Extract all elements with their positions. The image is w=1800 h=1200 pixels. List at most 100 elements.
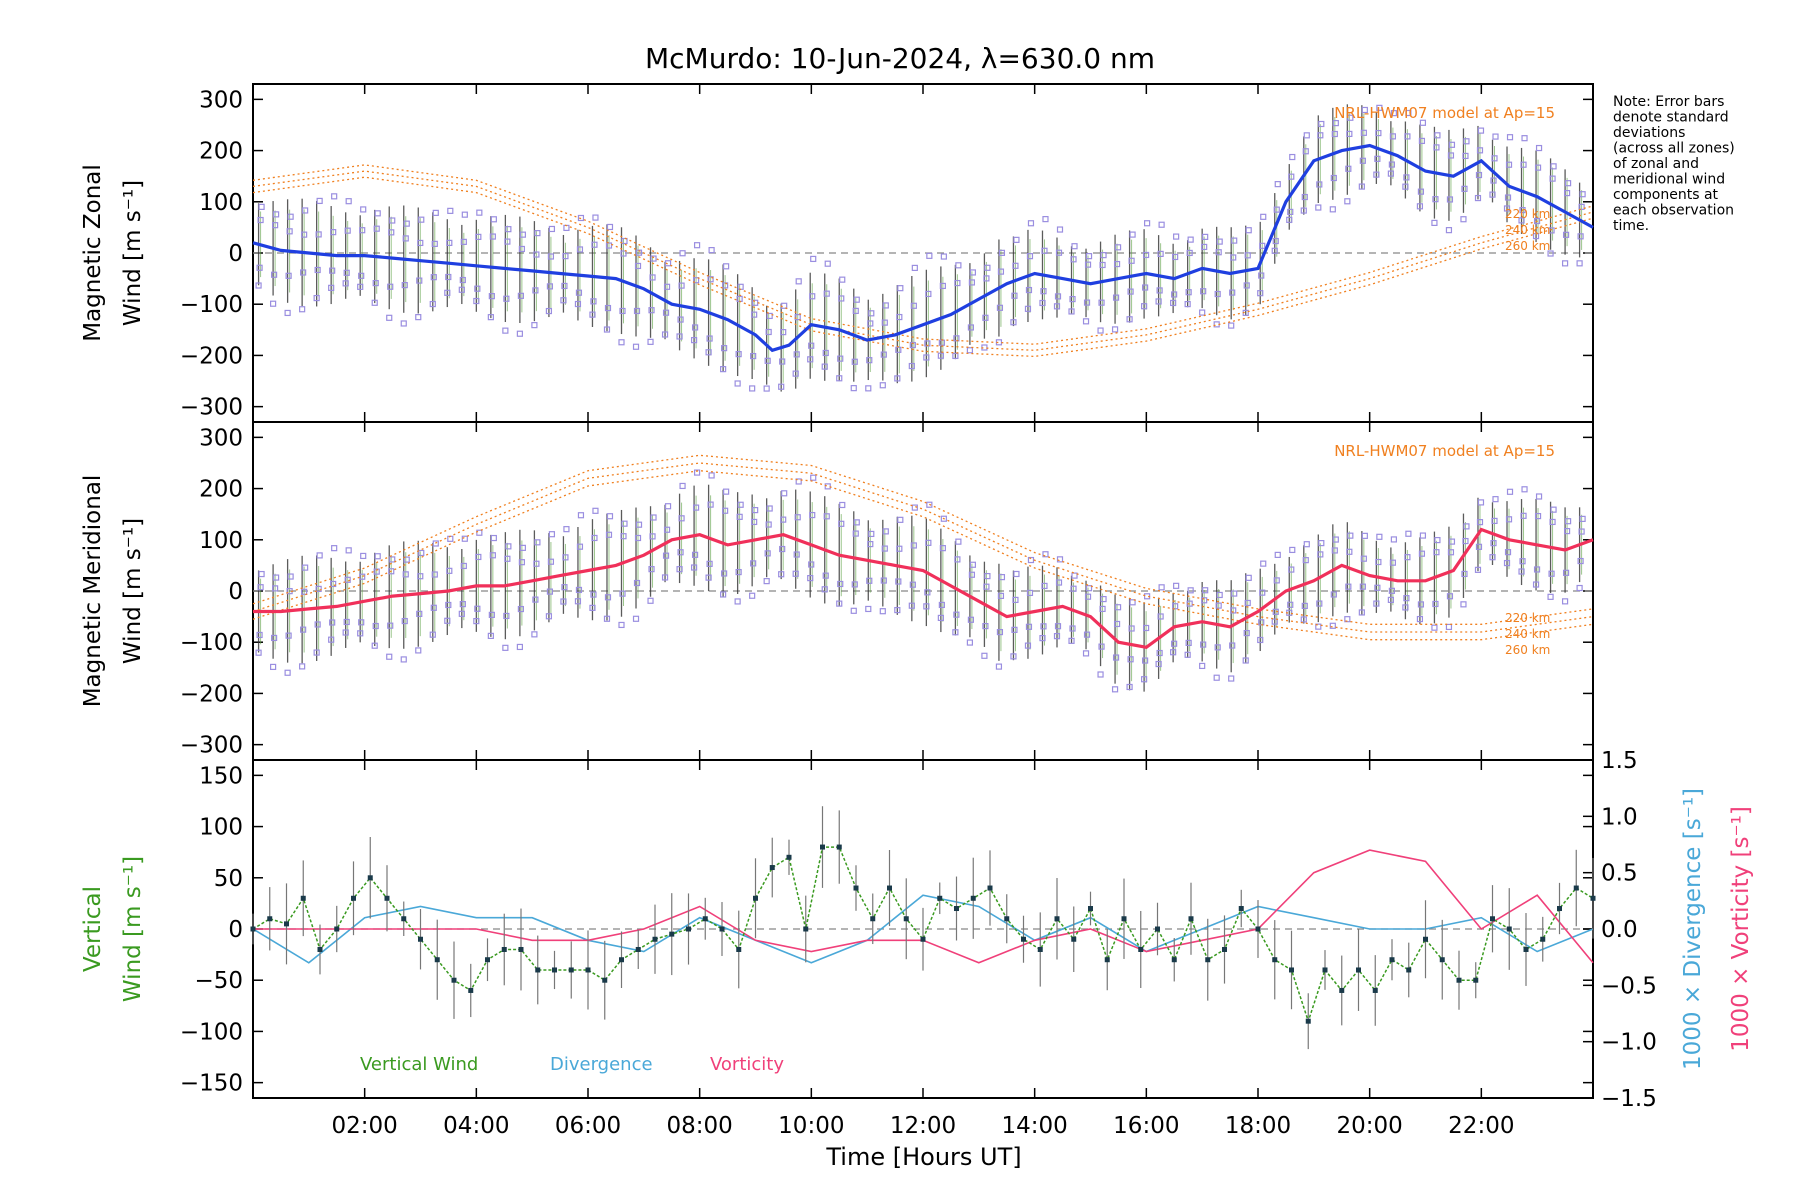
zone-sample (547, 284, 552, 289)
zone-sample (533, 597, 538, 602)
zone-sample (286, 633, 291, 638)
zone-sample (693, 552, 698, 557)
zone-sample (1476, 544, 1481, 549)
height-label: 240 km (1505, 223, 1550, 237)
zone-sample (1506, 550, 1511, 555)
zone-sample (735, 381, 740, 386)
zone-sample (576, 587, 581, 592)
x-tick-label: 02:00 (332, 1113, 398, 1139)
zone-sample (607, 514, 612, 519)
y-tick-label: 200 (199, 477, 243, 503)
zone-sample (967, 348, 972, 353)
zone-sample (910, 582, 915, 587)
zone-sample (1317, 182, 1322, 187)
zone-sample (1201, 289, 1206, 294)
zone-sample (1229, 323, 1234, 328)
zone-sample (1391, 537, 1396, 542)
y-axis-label-line2: Wind [m s⁻¹] (120, 518, 146, 664)
zone-sample (767, 313, 772, 318)
zone-sample (533, 288, 538, 293)
zone-sample (285, 310, 290, 315)
zone-sample (1537, 146, 1542, 151)
zone-sample (1072, 244, 1077, 249)
zone-sample (927, 253, 932, 258)
zone-sample (1113, 327, 1118, 332)
y-tick-label: −100 (180, 292, 243, 318)
zone-sample (1464, 524, 1469, 529)
zone-sample (1101, 597, 1106, 602)
vertical-wind-point (1205, 957, 1210, 962)
x-tick-label: 18:00 (1225, 1113, 1291, 1139)
right-y-tick-label: −1.5 (1601, 1086, 1657, 1112)
zone-sample (1043, 217, 1048, 222)
zone-sample (838, 581, 843, 586)
zone-sample (562, 585, 567, 590)
y-tick-label: −50 (194, 968, 243, 994)
zone-sample (1478, 128, 1483, 133)
zone-sample (939, 602, 944, 607)
vertical-wind-point (251, 927, 256, 932)
zone-sample (416, 315, 421, 320)
zone-sample (1288, 602, 1293, 607)
zone-sample (346, 199, 351, 204)
y-axis-label-line2: Wind [m s⁻¹] (120, 856, 146, 1002)
zone-sample (489, 294, 494, 299)
zone-sample (518, 293, 523, 298)
zone-sample (738, 502, 743, 507)
zone-sample (1290, 155, 1295, 160)
zone-sample (680, 251, 685, 256)
zone-sample (709, 248, 714, 253)
vertical-wind-point (1004, 916, 1009, 921)
zone-sample (1563, 599, 1568, 604)
vertical-wind-point (1289, 967, 1294, 972)
zone-sample (1012, 293, 1017, 298)
zone-sample (1203, 234, 1208, 239)
zone-sample (1217, 239, 1222, 244)
zone-sample (1246, 575, 1251, 580)
zone-sample (1159, 585, 1164, 590)
zone-sample (1128, 289, 1133, 294)
zone-sample (477, 210, 482, 215)
zone-sample (1548, 594, 1553, 599)
zone-sample (1143, 285, 1148, 290)
vertical-wind-point (368, 875, 373, 880)
vertical-wind-point (1473, 978, 1478, 983)
zone-sample (622, 521, 627, 526)
vorticity-axis-label: 1000 × Vorticity [s⁻¹] (1728, 806, 1754, 1052)
zone-sample (764, 579, 769, 584)
zone-sample (1085, 632, 1090, 637)
zone-sample (1200, 663, 1205, 668)
y-tick-label: 0 (228, 579, 243, 605)
vertical-wind-point (1189, 916, 1194, 921)
zone-sample (1578, 559, 1583, 564)
zone-samples (256, 470, 1585, 692)
zone-sample (985, 574, 990, 579)
zone-sample (866, 386, 871, 391)
zone-sample (1316, 205, 1321, 210)
zone-sample (375, 554, 380, 559)
zone-sample (649, 308, 654, 313)
zone-sample (780, 547, 785, 552)
vertical-wind-point (669, 932, 674, 937)
zone-sample (1462, 571, 1467, 576)
zone-sample (1072, 573, 1077, 578)
height-label: 240 km (1505, 627, 1550, 641)
right-y-tick-label: 1.0 (1601, 804, 1638, 830)
zone-sample (982, 653, 987, 658)
zone-sample (1200, 310, 1205, 315)
vertical-wind-point (1356, 967, 1361, 972)
y-tick-label: 0 (228, 241, 243, 267)
vertical-wind-point (1088, 906, 1093, 911)
zone-sample (983, 315, 988, 320)
zone-sample (1087, 254, 1092, 259)
y-tick-label: −150 (180, 1071, 243, 1097)
zone-sample (1128, 657, 1133, 662)
zone-sample (431, 605, 436, 610)
zone-sample (1244, 631, 1249, 636)
zone-sample (330, 620, 335, 625)
zone-sample (605, 306, 610, 311)
zone-sample (996, 664, 1001, 669)
x-tick-label: 12:00 (890, 1113, 956, 1139)
vertical-wind-point (1256, 927, 1261, 932)
zone-sample (1360, 584, 1365, 589)
